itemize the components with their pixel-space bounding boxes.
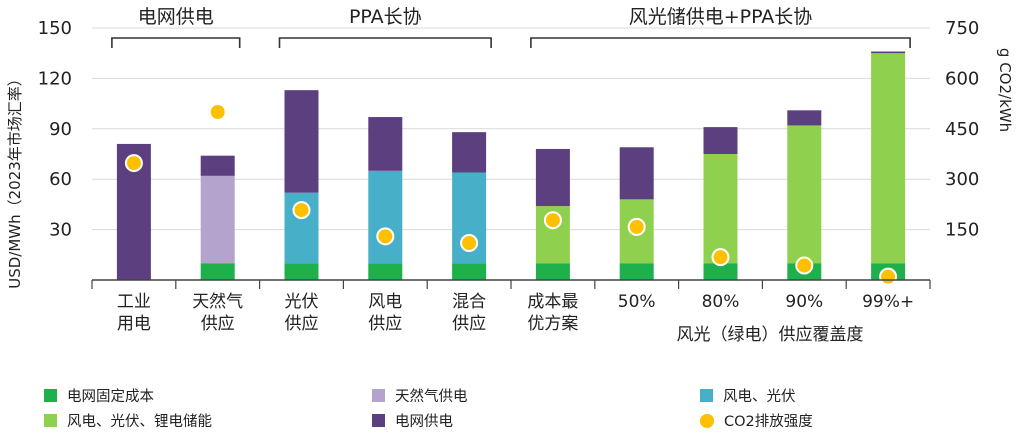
legend-swatch (372, 389, 385, 402)
bar-segment (619, 263, 654, 280)
bar-segment (703, 127, 738, 154)
y-tick-label: 60 (49, 169, 72, 190)
legend-grid-supply: 电网供电 (372, 410, 453, 431)
legend-swatch (44, 389, 57, 402)
x-category-label: 工业用电 (117, 292, 151, 334)
bars (116, 51, 906, 280)
legend-grid-fixed: 电网固定成本 (44, 385, 154, 406)
bar-segment (200, 155, 235, 176)
co2-dot (795, 256, 814, 275)
co2-dot (879, 267, 898, 286)
co2-dots (124, 103, 898, 286)
legend-label: 天然气供电 (395, 389, 468, 405)
bar-segment (535, 263, 570, 280)
y-tick-label: 90 (49, 119, 72, 140)
group-bracket (530, 37, 911, 48)
x-category-label: 风电供应 (368, 292, 402, 334)
group-bracket (278, 37, 492, 48)
co2-dot (627, 217, 646, 236)
co2-dot (543, 211, 562, 230)
legend-swatch (700, 389, 713, 402)
x-category-label: 光伏供应 (285, 292, 319, 334)
y-tick-label: 120 (38, 68, 72, 89)
x-category-label: 天然气供应 (192, 292, 243, 334)
legend-dot (700, 413, 714, 428)
bar-segment (368, 170, 403, 264)
legend-label: 电网固定成本 (67, 389, 154, 405)
y-tick-label: 150 (38, 18, 72, 39)
bar-segment (619, 147, 654, 200)
y2-axis-title: g CO2/kWh (996, 48, 1014, 132)
x-axis-labels: 工业用电 天然气供应 光伏供应 风电供应 混合供应 成本最优方案 50% 80% 90% 99%+ (117, 292, 914, 334)
y-axis-title: USD/MWh（2023年市场汇率） (6, 71, 24, 289)
bar-segment (200, 175, 235, 264)
co2-dot (208, 103, 227, 121)
co2-dot (292, 201, 311, 220)
legend-label: 风电、光伏、锂电储能 (67, 414, 212, 430)
co2-dot (711, 248, 730, 267)
x-category-label: 混合供应 (452, 292, 486, 334)
x-category-label: 90% (785, 292, 823, 312)
legend-co2: CO2排放强度 (700, 410, 813, 431)
x-category-label: 成本最优方案 (527, 292, 578, 334)
group-label: PPA长协 (349, 6, 422, 28)
bar-segment (703, 263, 738, 280)
co2-dot (460, 234, 479, 253)
legend-label: CO2排放强度 (724, 414, 813, 430)
legend-wind-solar-storage: 风电、光伏、锂电储能 (44, 410, 212, 431)
bar-segment (284, 90, 319, 193)
legend-gas: 天然气供电 (372, 385, 468, 406)
legend-swatch (372, 414, 385, 427)
group-bracket (111, 37, 241, 48)
legend-label: 电网供电 (395, 414, 453, 430)
bar-segment (452, 263, 487, 280)
bar-segment (368, 117, 403, 171)
bar-segment (871, 53, 906, 264)
y2-tick-label: 750 (945, 18, 979, 39)
group-label: 风光储供电+PPA长协 (629, 6, 813, 28)
x-category-label: 99%+ (862, 292, 914, 312)
y2-tick-label: 150 (945, 220, 979, 241)
legend-swatch (44, 414, 57, 427)
group-brackets: 电网供电 PPA长协 风光储供电+PPA长协 (111, 6, 911, 48)
bar-segment (200, 263, 235, 280)
bar-segment (284, 263, 319, 280)
bar-segment (871, 51, 906, 54)
group-label: 电网供电 (138, 6, 214, 28)
bar-segment (703, 154, 738, 264)
legend-label: 风电、光伏 (723, 389, 796, 405)
coverage-label: 风光（绿电）供应覆盖度 (677, 325, 864, 345)
y-axis-ticks: 30 60 90 120 150 150 300 450 600 750 (38, 18, 980, 241)
bar-segment (368, 263, 403, 280)
legend-wind-solar: 风电、光伏 (700, 385, 796, 406)
bar-segment (787, 125, 822, 264)
x-category-label: 80% (702, 292, 740, 312)
bar-segment (452, 132, 487, 173)
co2-dot (376, 227, 395, 246)
bar-segment (787, 110, 822, 126)
bar-segment (535, 148, 570, 207)
y2-tick-label: 450 (945, 119, 979, 140)
axes (91, 279, 931, 289)
x-category-label: 50% (618, 292, 656, 312)
y2-tick-label: 300 (945, 169, 979, 190)
y2-tick-label: 600 (945, 68, 979, 89)
co2-dot (124, 154, 143, 173)
y-tick-label: 30 (49, 220, 72, 241)
